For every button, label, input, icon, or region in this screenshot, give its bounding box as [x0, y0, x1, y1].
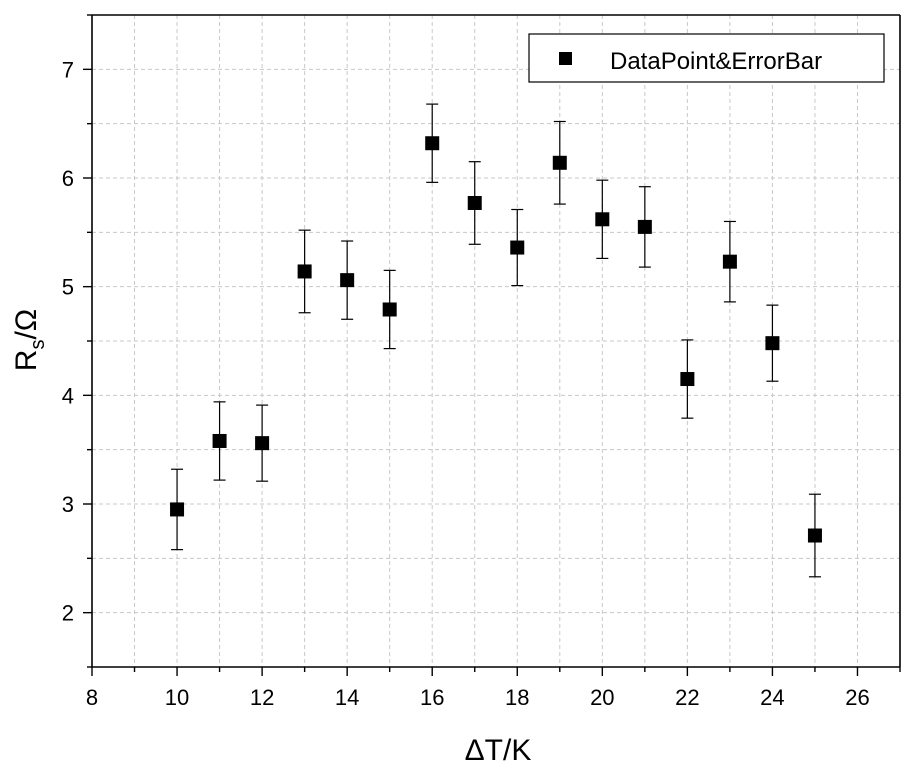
y-tick-label: 7 [62, 57, 74, 82]
y-axis-title-tail: /Ω [10, 309, 43, 340]
data-point [595, 212, 610, 227]
data-point [170, 502, 185, 517]
x-tick-label: 24 [760, 685, 784, 710]
y-tick-label: 6 [62, 166, 74, 191]
data-point [467, 195, 482, 210]
data-point [552, 155, 567, 170]
data-point [807, 528, 822, 543]
x-tick-label: 26 [845, 685, 869, 710]
data-point [212, 433, 227, 448]
data-point [722, 254, 737, 269]
marker-layer [170, 136, 822, 543]
x-axis-title: ΔT/K [465, 734, 532, 767]
y-axis-title-subscript: s [27, 340, 49, 350]
data-point [765, 336, 780, 351]
data-point [510, 240, 525, 255]
y-tick-label: 5 [62, 275, 74, 300]
x-tick-label: 22 [675, 685, 699, 710]
y-tick-label: 4 [62, 383, 74, 408]
x-tick-label: 8 [86, 685, 98, 710]
x-tick-label: 10 [165, 685, 189, 710]
data-point [340, 273, 355, 288]
y-axis-title-group: Rs/Ω [10, 309, 49, 371]
data-point [425, 136, 440, 151]
errorbar-layer [171, 103, 821, 578]
data-point [297, 264, 312, 279]
axes-layer: 8 10 12 14 16 18 20 22 24 26 2 3 4 5 6 7 [62, 14, 901, 710]
data-point [255, 436, 270, 451]
x-tick-label: 18 [505, 685, 529, 710]
legend-marker-square [559, 52, 572, 65]
legend: DataPoint&ErrorBar [528, 33, 885, 83]
legend-label: DataPoint&ErrorBar [610, 48, 822, 75]
y-axis-title-main: R [10, 350, 43, 372]
x-tick-label: 14 [335, 685, 359, 710]
x-tick-label: 20 [590, 685, 614, 710]
y-axis-title: Rs/Ω [10, 309, 49, 371]
y-tick-label: 3 [62, 492, 74, 517]
data-point [382, 302, 397, 317]
data-point [637, 219, 652, 234]
data-point [680, 372, 695, 387]
x-tick-label: 12 [250, 685, 274, 710]
x-tick-label: 16 [420, 685, 444, 710]
y-tick-label: 2 [62, 601, 74, 626]
legend-box [528, 33, 885, 83]
